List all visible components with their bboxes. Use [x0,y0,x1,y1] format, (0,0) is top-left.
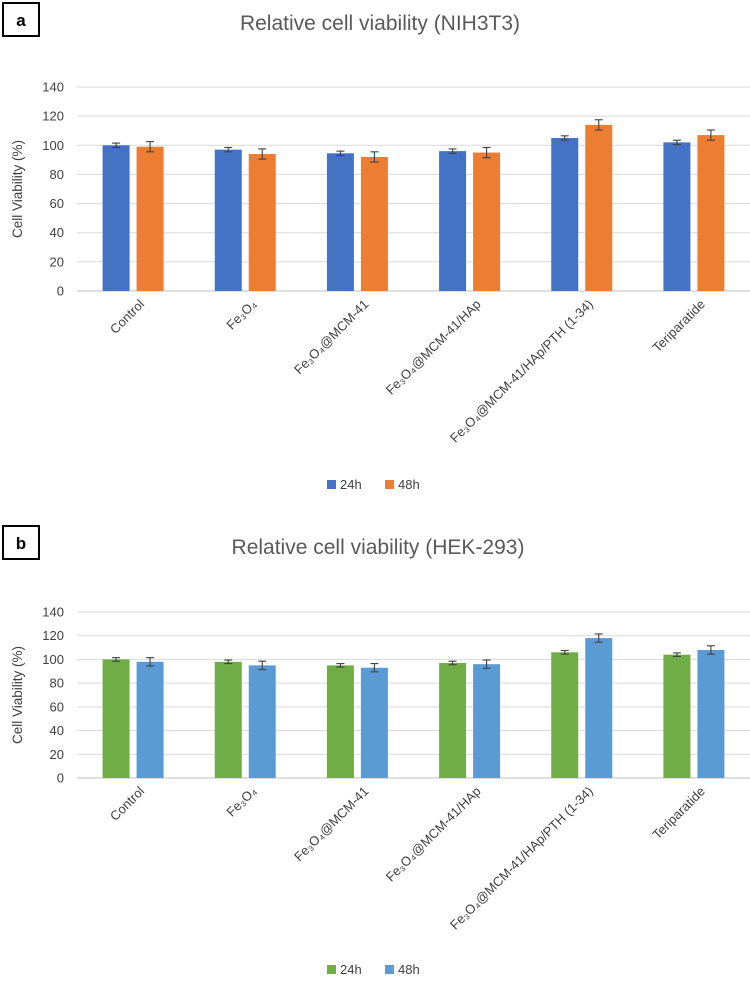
bar-48h-2 [360,156,388,291]
bar-48h-1 [248,665,276,778]
error-bar [258,660,267,671]
legend-label: 24h [340,962,362,977]
error-bar [146,141,155,153]
bar-48h-3 [473,664,501,778]
error-bar [560,135,569,141]
error-bar [146,657,155,667]
bar-24h-4 [551,652,579,778]
bar-24h-5 [663,654,691,778]
x-category-label: Teriparatide [649,784,708,843]
bar-24h-0 [102,659,130,778]
bar-24h-1 [214,149,242,291]
legend-label: 48h [398,962,420,977]
bar-24h-3 [439,151,467,291]
y-axis-title: Cell Viability (%) [10,646,25,744]
bar-48h-5 [697,649,725,778]
x-category-label: Fe₃O₄ [223,784,259,820]
bar-24h-4 [551,138,579,291]
y-axis-title: Cell Viability (%) [10,140,25,238]
bar-24h-3 [439,662,467,778]
bar-48h-0 [136,146,164,291]
error-bar [482,659,491,669]
legend-item-24h: 24h [327,477,362,492]
x-category-label: Fe₃O₄ [223,297,259,333]
legend-label: 24h [340,477,362,492]
error-bar [482,146,491,159]
bar-48h-4 [585,638,613,778]
y-tick-label: 0 [57,284,64,299]
legend-swatch [327,480,336,489]
error-bar [112,142,121,149]
bar-24h-5 [663,142,691,291]
chart-title: Relative cell viability (NIH3T3) [240,12,520,35]
x-category-label: Control [107,296,147,336]
x-category-label: Fe₃O₄@MCM-41 [291,297,372,378]
error-bar [448,148,457,154]
y-tick-label: 140 [42,605,64,620]
chart-panel-a: a Relative cell viability (NIH3T3) 0 20 40 60… [2,2,750,492]
error-bar [370,151,379,163]
error-bar [370,663,379,673]
y-tick-label: 100 [42,652,64,667]
y-tick-label: 60 [50,196,64,211]
x-category-label: Fe₃O₄@MCM-41/HAp [383,297,484,398]
chart-panel-b: b Relative cell viability (HEK-293) 0 20 40 6… [2,525,750,977]
y-tick-label: 20 [50,747,64,762]
error-bar [258,148,267,160]
legend-item-48h: 48h [385,962,420,977]
error-bar [336,150,345,157]
x-category-label: Fe₃O₄@MCM-41/HAp [383,784,484,885]
y-tick-label: 80 [50,676,64,691]
y-tick-label: 20 [50,254,64,269]
legend-swatch [327,965,336,974]
bar-24h-0 [102,145,130,291]
error-bar [112,657,121,662]
legend-swatch [385,480,394,489]
y-tick-label: 120 [42,628,64,643]
panel-label-box [2,525,40,560]
bar-24h-1 [214,661,242,778]
x-category-label: Teriparatide [649,297,708,356]
y-tick-label: 0 [57,771,64,786]
y-tick-label: 80 [50,167,64,182]
y-tick-label: 140 [42,80,64,95]
y-tick-label: 60 [50,699,64,714]
chart-title: Relative cell viability (HEK-293) [232,536,525,559]
error-bar [706,645,715,655]
y-tick-label: 40 [50,225,64,240]
y-tick-label: 120 [42,109,64,124]
legend-label: 48h [398,477,420,492]
legend-item-24h: 24h [327,962,362,977]
error-bar [224,146,233,153]
error-bar [336,663,345,668]
legend-item-48h: 48h [385,477,420,492]
error-bar [448,660,457,666]
y-tick-label: 100 [42,138,64,153]
error-bar [672,139,681,146]
x-category-label: Control [107,783,147,823]
bar-48h-3 [473,152,501,291]
bar-24h-2 [326,665,354,778]
bar-48h-0 [136,661,164,778]
error-bar [594,633,603,643]
legend-swatch [385,965,394,974]
bar-48h-2 [360,667,388,778]
error-bar [594,119,603,131]
error-bar [672,652,681,658]
bar-24h-2 [326,153,354,291]
error-bar [560,649,569,655]
bar-48h-4 [585,124,613,291]
error-bar [706,129,715,141]
x-category-label: Fe₃O₄@MCM-41 [291,784,372,865]
panel-label: a [16,11,26,30]
y-tick-label: 40 [50,723,64,738]
bar-48h-1 [248,154,276,291]
bar-48h-5 [697,135,725,291]
error-bar [224,659,233,665]
panel-label-box [2,2,40,37]
panel-label: b [16,534,26,553]
